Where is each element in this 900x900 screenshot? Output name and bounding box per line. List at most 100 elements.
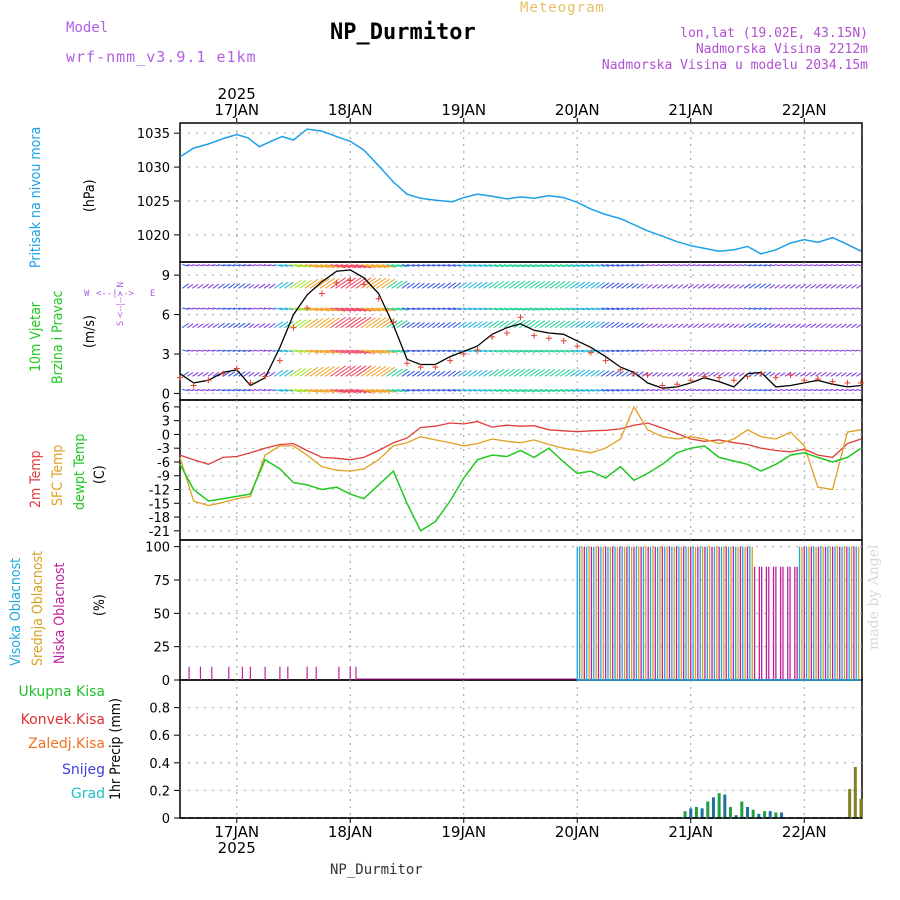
wind-barb [355, 264, 372, 269]
wind-barb [595, 369, 605, 377]
wind-barb [626, 264, 634, 267]
wind-barb [585, 321, 595, 329]
wind-barb [575, 349, 585, 353]
wind-barb [473, 321, 483, 329]
wind-barb [488, 369, 499, 377]
wind-barb [835, 388, 842, 392]
wind-barb [830, 323, 837, 329]
wind-barb [692, 323, 699, 329]
wind-barb [427, 388, 435, 392]
wind-barb [641, 388, 648, 392]
bottom-day-label: 21JAN [668, 823, 713, 841]
wind-barb [713, 283, 720, 289]
wind-barb [314, 264, 330, 269]
wind-barb [687, 349, 694, 352]
wind-barb [488, 307, 499, 311]
wind-barb [789, 388, 796, 392]
wind-barb [197, 388, 204, 392]
wind-barb [605, 370, 615, 377]
wind-barb [279, 264, 289, 267]
wind-barb [626, 283, 634, 289]
top-day-label: 21JAN [668, 101, 713, 119]
wind-barb [457, 388, 467, 392]
wind-barb [350, 365, 367, 377]
wind-barb [498, 264, 509, 268]
wind-barb [320, 264, 335, 269]
wind-barb [565, 307, 576, 311]
wind-barb [268, 264, 276, 267]
wind-barb [335, 365, 351, 377]
wind-barb [820, 323, 827, 329]
wind-barb [779, 372, 786, 377]
wind-barb [386, 388, 398, 393]
wind-barb [422, 307, 430, 310]
wind-barb [784, 323, 791, 329]
wind-barb [810, 283, 817, 289]
wind-barb [708, 323, 715, 329]
wind-barb-band [182, 264, 863, 269]
wind-barb [672, 323, 679, 329]
gust-marker [220, 370, 227, 377]
wind-barb [600, 388, 610, 392]
precip-bar [848, 789, 852, 818]
wind-barb [738, 307, 745, 310]
wind-barb [202, 323, 209, 329]
precip-tick-label: 0.6 [149, 729, 170, 744]
wind-barb [774, 323, 781, 329]
wind-barb [299, 307, 312, 311]
wind-barb [457, 321, 467, 329]
wind-barb [687, 307, 694, 310]
gust-marker [432, 364, 439, 371]
wind-barb [830, 349, 837, 352]
wind-barb [355, 388, 372, 394]
wind-barb [483, 321, 493, 329]
wind-barb [580, 307, 591, 311]
wind-barb [498, 388, 509, 393]
wind-barb [595, 264, 605, 267]
wind-barb [687, 264, 694, 267]
wind-barb [273, 369, 284, 377]
wind-barb [687, 388, 694, 392]
wind-barb [580, 388, 591, 392]
gust-marker [360, 281, 367, 288]
wind-barb [417, 388, 425, 392]
wind-barb [416, 282, 425, 289]
wind-barb [769, 264, 776, 267]
wind-barb [498, 369, 510, 377]
cloud-tick-label: 75 [153, 574, 170, 589]
wind-barb [820, 371, 827, 377]
wind-barb [406, 388, 415, 392]
wind-compass-e: E [150, 289, 156, 299]
wind-barb [519, 280, 531, 289]
model-name: wrf-nmm_v3.9.1 e1km [66, 48, 257, 66]
wind-barb [498, 307, 509, 311]
wind-barb [468, 321, 477, 329]
wind-barb [207, 283, 215, 289]
wind-barb [794, 284, 801, 289]
wind-barb [319, 366, 335, 377]
gust-marker [744, 373, 751, 380]
wind-barb [529, 368, 541, 377]
wind-barb [631, 388, 639, 392]
wind-barb [570, 307, 580, 311]
wind-barb [304, 318, 319, 329]
wind-barb [197, 349, 204, 352]
wind-barb [299, 264, 312, 268]
wind-barb [314, 307, 330, 312]
wind-barb [396, 264, 408, 268]
wind-barb [764, 388, 772, 392]
wind-barb [539, 280, 551, 289]
wind-barb [575, 369, 586, 377]
wind-barb [708, 349, 715, 352]
wind-barb [452, 321, 462, 329]
wind-barb [468, 264, 477, 267]
wind-barb [304, 264, 319, 268]
wind-barb [851, 264, 857, 267]
wind-barb [519, 319, 531, 329]
wind-barb [386, 349, 398, 353]
temperature-tick-label: 0 [162, 428, 170, 443]
wind-barb [468, 282, 477, 289]
wind-barb [412, 307, 420, 311]
wind-barb [692, 307, 699, 310]
wind-barb [294, 349, 307, 353]
